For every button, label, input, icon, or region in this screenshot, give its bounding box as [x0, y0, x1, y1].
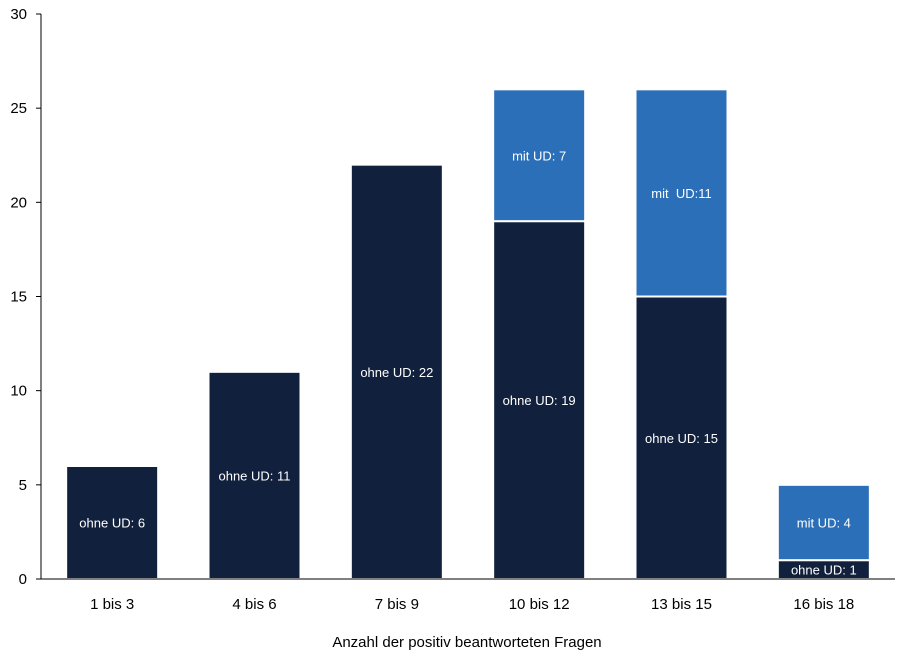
bar-segment-label: ohne UD: 1 — [791, 563, 857, 578]
bar-segment-label: ohne UD: 11 — [218, 468, 290, 483]
y-tick-label: 5 — [19, 477, 27, 494]
bar-segment-label: ohne UD: 6 — [79, 516, 145, 531]
y-tick-label: 20 — [10, 194, 27, 211]
y-tick-label: 0 — [19, 571, 27, 588]
x-category-label: 4 bis 6 — [232, 596, 276, 613]
bar-segment — [207, 370, 302, 581]
bar-segment — [65, 465, 160, 580]
bar-segment-label: ohne UD: 15 — [645, 431, 718, 446]
bar-segment-label: mit UD: 7 — [512, 148, 566, 163]
x-axis-categories: 1 bis 3 4 bis 6 7 bis 9 10 bis 12 13 bis 15 1… — [90, 596, 854, 613]
x-category-label: 7 bis 9 — [375, 596, 419, 613]
y-tick-label: 10 — [10, 383, 27, 400]
bar-segment-label: mit UD:11 — [651, 186, 711, 201]
x-category-label: 13 bis 15 — [651, 596, 712, 613]
x-category-label: 1 bis 3 — [90, 596, 134, 613]
bars-layer — [65, 88, 871, 581]
bar-segment — [492, 88, 587, 223]
bar-segment — [776, 483, 871, 562]
y-tick-label: 25 — [10, 100, 27, 117]
bar-segment — [634, 295, 729, 580]
x-category-label: 16 bis 18 — [793, 596, 854, 613]
bar-segment-label: mit UD: 4 — [797, 516, 851, 531]
y-tick-label: 15 — [10, 289, 27, 306]
bar-segment — [492, 220, 587, 581]
segment-labels: ohne UD: 6 ohne UD: 11 ohne UD: 22 ohne UD:… — [79, 148, 856, 577]
y-tick-label: 30 — [10, 6, 27, 23]
bar-segment — [634, 88, 729, 298]
bar-segment-label: ohne UD: 22 — [360, 365, 433, 380]
x-category-label: 10 bis 12 — [509, 596, 570, 613]
bar-segment — [349, 163, 444, 581]
bar-segment-label: ohne UD: 19 — [503, 393, 576, 408]
x-axis-title: Anzahl der positiv beantworteten Fragen — [332, 634, 601, 651]
y-axis-ticks: 0 5 10 15 20 25 30 — [10, 6, 41, 588]
